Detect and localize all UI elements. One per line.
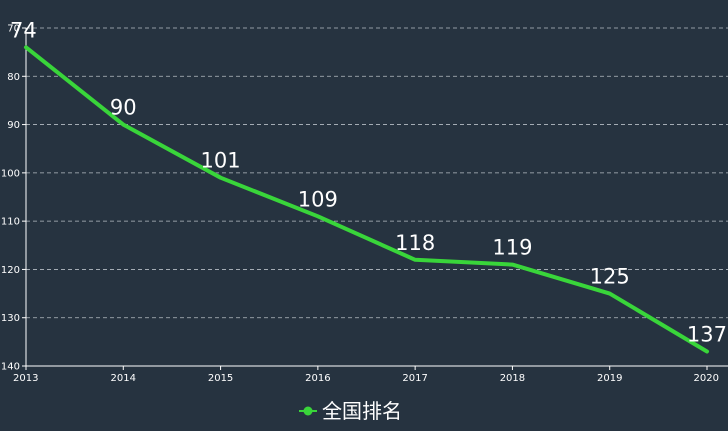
y-tick-label-130: 130 [1,313,20,324]
series-ranking [24,45,709,354]
data-label-2019: 125 [590,265,630,289]
y-tick-label-100: 100 [1,168,20,179]
x-axis-tick-labels: 2013 2014 2015 2016 2017 2018 2019 2020 [13,373,719,384]
x-tick-label-2014: 2014 [111,373,136,384]
y-tick-label-110: 110 [1,217,20,228]
x-tick-label-2015: 2015 [208,373,233,384]
axes [22,27,728,370]
series-line [24,45,709,354]
y-tick-label-70: 70 [7,24,20,35]
x-tick-label-2020: 2020 [694,373,719,384]
data-labels: 74 90 101 109 118 119 125 137 [10,18,727,346]
data-label-2016: 109 [298,187,338,211]
y-axis-tick-labels: 70 80 90 100 110 120 130 140 [1,24,20,373]
x-tick-label-2013: 2013 [13,373,38,384]
data-label-2014: 90 [110,96,137,120]
data-label-2020: 137 [687,323,727,347]
grid-lines [26,27,728,319]
legend-marker-dot [303,406,313,416]
data-label-2017: 118 [395,231,435,255]
y-tick-label-120: 120 [1,265,20,276]
data-label-2015: 101 [201,149,241,173]
x-tick-label-2016: 2016 [305,373,330,384]
legend[interactable]: 全国排名 [299,399,402,423]
y-tick-label-80: 80 [7,72,20,83]
x-tick-label-2017: 2017 [402,373,427,384]
data-label-2013: 74 [10,18,37,42]
y-tick-label-90: 90 [7,120,20,131]
data-label-2018: 119 [492,236,532,260]
legend-label: 全国排名 [322,399,402,423]
y-tick-label-140: 140 [1,362,20,373]
x-tick-label-2018: 2018 [500,373,525,384]
x-tick-label-2019: 2019 [597,373,622,384]
